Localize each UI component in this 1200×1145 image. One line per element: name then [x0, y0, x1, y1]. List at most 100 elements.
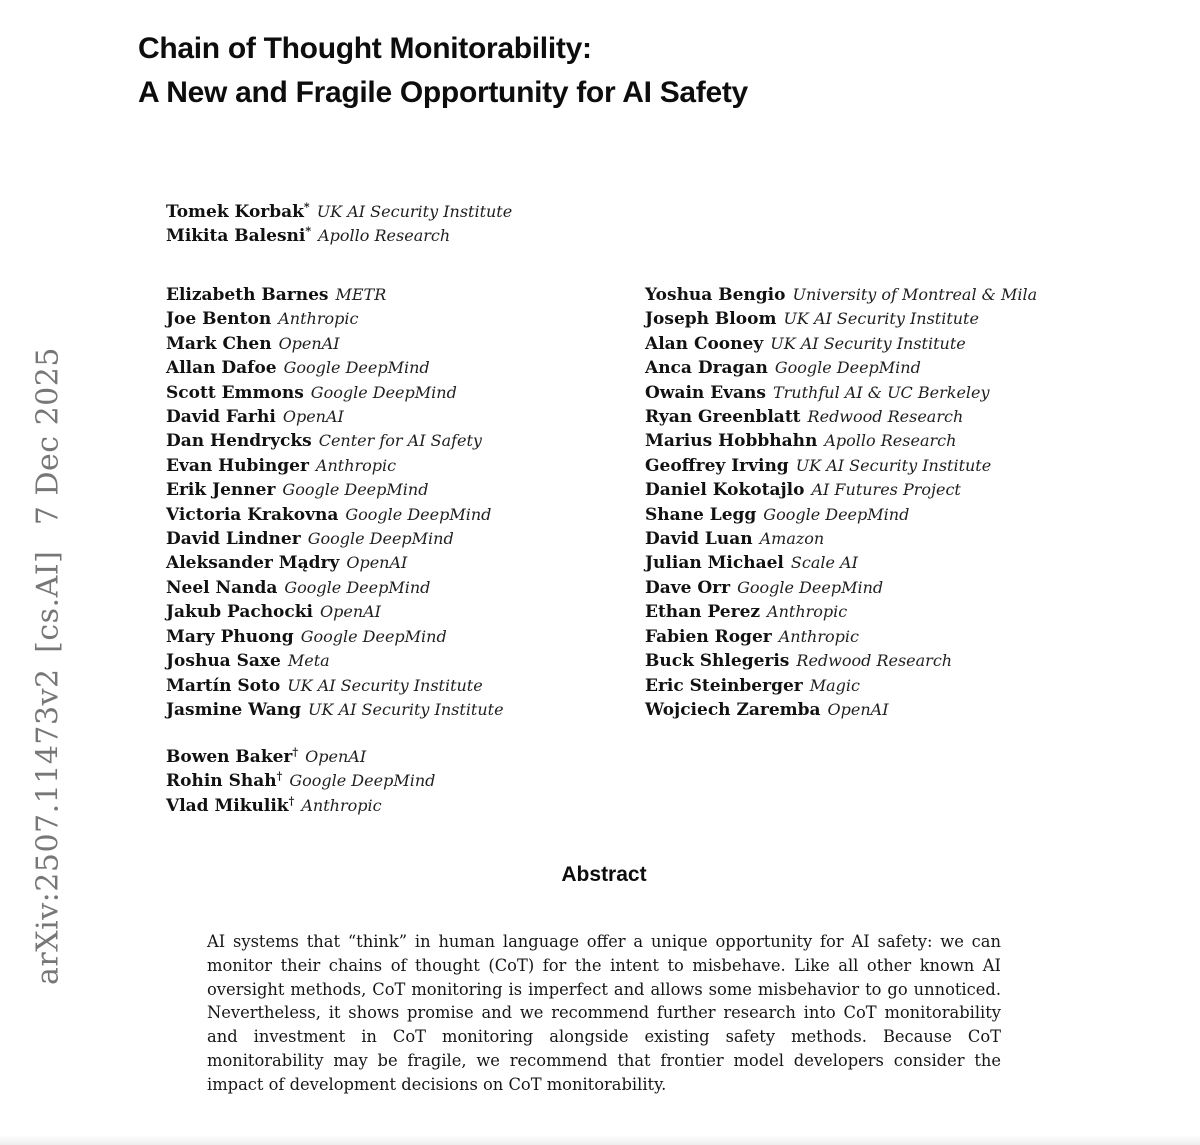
- author-affiliation: Google DeepMind: [774, 358, 921, 378]
- author-row: Ryan Greenblatt Redwood Research: [645, 405, 1126, 429]
- author-row: Mark Chen OpenAI: [166, 332, 645, 356]
- author-row: Owain Evans Truthful AI & UC Berkeley: [645, 381, 1126, 405]
- author-affiliation: Anthropic: [301, 795, 382, 815]
- author-affiliation: Google DeepMind: [284, 577, 431, 597]
- author-name: Marius Hobbhahn: [645, 431, 818, 452]
- author-name: Ethan Perez: [645, 602, 761, 623]
- author-affiliation: UK AI Security Institute: [783, 309, 979, 329]
- author-name: Buck Shlegeris: [645, 651, 790, 672]
- author-marker: *: [303, 200, 310, 214]
- author-name: Scott Emmons: [166, 382, 304, 403]
- author-row: Evan Hubinger Anthropic: [166, 454, 645, 478]
- author-affiliation: Redwood Research: [807, 407, 964, 427]
- author-row: Mary Phuong Google DeepMind: [166, 625, 645, 649]
- author-affiliation: Google DeepMind: [283, 358, 430, 378]
- author-row: Martín Soto UK AI Security Institute: [166, 674, 645, 698]
- lead-authors-block: Tomek Korbak* UK AI Security Institute Mi…: [166, 200, 512, 249]
- author-marker: †: [276, 770, 283, 784]
- author-row: David Luan Amazon: [645, 527, 1126, 551]
- author-row: Scott Emmons Google DeepMind: [166, 381, 645, 405]
- author-affiliation: Google DeepMind: [307, 529, 454, 549]
- author-name: Erik Jenner: [166, 480, 276, 501]
- author-row: Vlad Mikulik† Anthropic: [166, 794, 435, 818]
- author-affiliation: OpenAI: [282, 407, 344, 427]
- author-affiliation: Anthropic: [767, 602, 848, 622]
- author-name: David Lindner: [166, 529, 301, 550]
- author-name: Dan Hendrycks: [166, 431, 312, 452]
- author-row: Jakub Pachocki OpenAI: [166, 600, 645, 624]
- author-affiliation: University of Montreal & Mila: [792, 285, 1038, 304]
- author-row: Rohin Shah† Google DeepMind: [166, 769, 435, 793]
- author-row: Daniel Kokotajlo AI Futures Project: [645, 478, 1126, 502]
- author-affiliation: Google DeepMind: [763, 504, 910, 524]
- author-row: Joshua Saxe Meta: [166, 649, 645, 673]
- senior-authors-block: Bowen Baker† OpenAI Rohin Shah† Google Dee…: [166, 745, 435, 818]
- author-row: Geoffrey Irving UK AI Security Institute: [645, 454, 1126, 478]
- author-name: Alan Cooney: [645, 333, 764, 354]
- author-name: Jakub Pachocki: [166, 602, 313, 623]
- author-affiliation: Truthful AI & UC Berkeley: [772, 382, 990, 402]
- author-name: Jasmine Wang: [166, 699, 302, 720]
- author-row: Joseph Bloom UK AI Security Institute: [645, 307, 1126, 331]
- author-marker: †: [288, 794, 295, 808]
- author-row: Alan Cooney UK AI Security Institute: [645, 332, 1126, 356]
- author-affiliation: UK AI Security Institute: [287, 675, 483, 695]
- author-affiliation: OpenAI: [278, 333, 340, 353]
- author-name: Joshua Saxe: [166, 651, 281, 672]
- author-row: Jasmine Wang UK AI Security Institute: [166, 698, 645, 722]
- author-name: Rohin Shah: [166, 771, 277, 792]
- author-affiliation: OpenAI: [319, 602, 381, 622]
- arxiv-watermark: arXiv:2507.11473v2 [cs.AI] 7 Dec 2025: [30, 347, 66, 985]
- author-affiliation: Magic: [809, 675, 860, 695]
- author-marker: *: [305, 225, 312, 239]
- abstract-text: AI systems that “think” in human languag…: [207, 932, 1001, 1094]
- author-marker: †: [292, 745, 299, 759]
- author-affiliation: Scale AI: [790, 553, 858, 573]
- author-affiliation: OpenAI: [305, 747, 367, 766]
- author-affiliation: Center for AI Safety: [318, 431, 482, 451]
- author-affiliation: Anthropic: [278, 309, 359, 329]
- author-name: Julian Michael: [645, 553, 784, 574]
- author-name: Geoffrey Irving: [645, 455, 789, 476]
- author-name: Martín Soto: [166, 675, 281, 696]
- author-affiliation: Google DeepMind: [310, 382, 457, 402]
- author-affiliation: Google DeepMind: [345, 504, 492, 524]
- author-row: Aleksander Mądry OpenAI: [166, 551, 645, 575]
- author-row: Yoshua Bengio University of Montreal & Mi…: [645, 283, 1126, 307]
- author-name: Anca Dragan: [645, 358, 768, 379]
- author-row: Eric Steinberger Magic: [645, 674, 1126, 698]
- author-affiliation: Google DeepMind: [282, 480, 429, 500]
- author-affiliation: Amazon: [759, 529, 825, 549]
- author-row: Elizabeth Barnes METR: [166, 283, 645, 307]
- author-name: Neel Nanda: [166, 577, 278, 598]
- author-row: Wojciech Zaremba OpenAI: [645, 698, 1126, 722]
- author-row: Buck Shlegeris Redwood Research: [645, 649, 1126, 673]
- author-row: Mikita Balesni* Apollo Research: [166, 224, 512, 248]
- author-row: Marius Hobbhahn Apollo Research: [645, 429, 1126, 453]
- author-affiliation: UK AI Security Institute: [770, 333, 966, 353]
- author-name: Daniel Kokotajlo: [645, 480, 805, 501]
- author-row: David Farhi OpenAI: [166, 405, 645, 429]
- author-row: Anca Dragan Google DeepMind: [645, 356, 1126, 380]
- authors-column-left: Elizabeth Barnes METR Joe Benton Anthropic…: [166, 283, 645, 722]
- author-name: Mary Phuong: [166, 626, 294, 647]
- author-row: Allan Dafoe Google DeepMind: [166, 356, 645, 380]
- author-affiliation: Apollo Research: [318, 226, 451, 246]
- author-affiliation: METR: [335, 285, 387, 304]
- author-name: Victoria Krakovna: [166, 504, 339, 525]
- author-name: Shane Legg: [645, 504, 757, 525]
- author-affiliation: Meta: [287, 651, 330, 671]
- author-name: Evan Hubinger: [166, 455, 309, 476]
- author-affiliation: OpenAI: [827, 699, 889, 719]
- author-name: Mikita Balesni: [166, 226, 306, 247]
- author-name: Vlad Mikulik: [166, 795, 289, 816]
- author-name: Aleksander Mądry: [166, 553, 340, 574]
- author-row: Erik Jenner Google DeepMind: [166, 478, 645, 502]
- author-row: Ethan Perez Anthropic: [645, 600, 1126, 624]
- author-affiliation: Google DeepMind: [300, 626, 447, 646]
- paper-title-line1: Chain of Thought Monitorability:: [138, 32, 592, 65]
- author-name: Tomek Korbak: [166, 202, 304, 222]
- author-name: David Farhi: [166, 407, 276, 428]
- authors-column-right: Yoshua Bengio University of Montreal & Mi…: [645, 283, 1126, 722]
